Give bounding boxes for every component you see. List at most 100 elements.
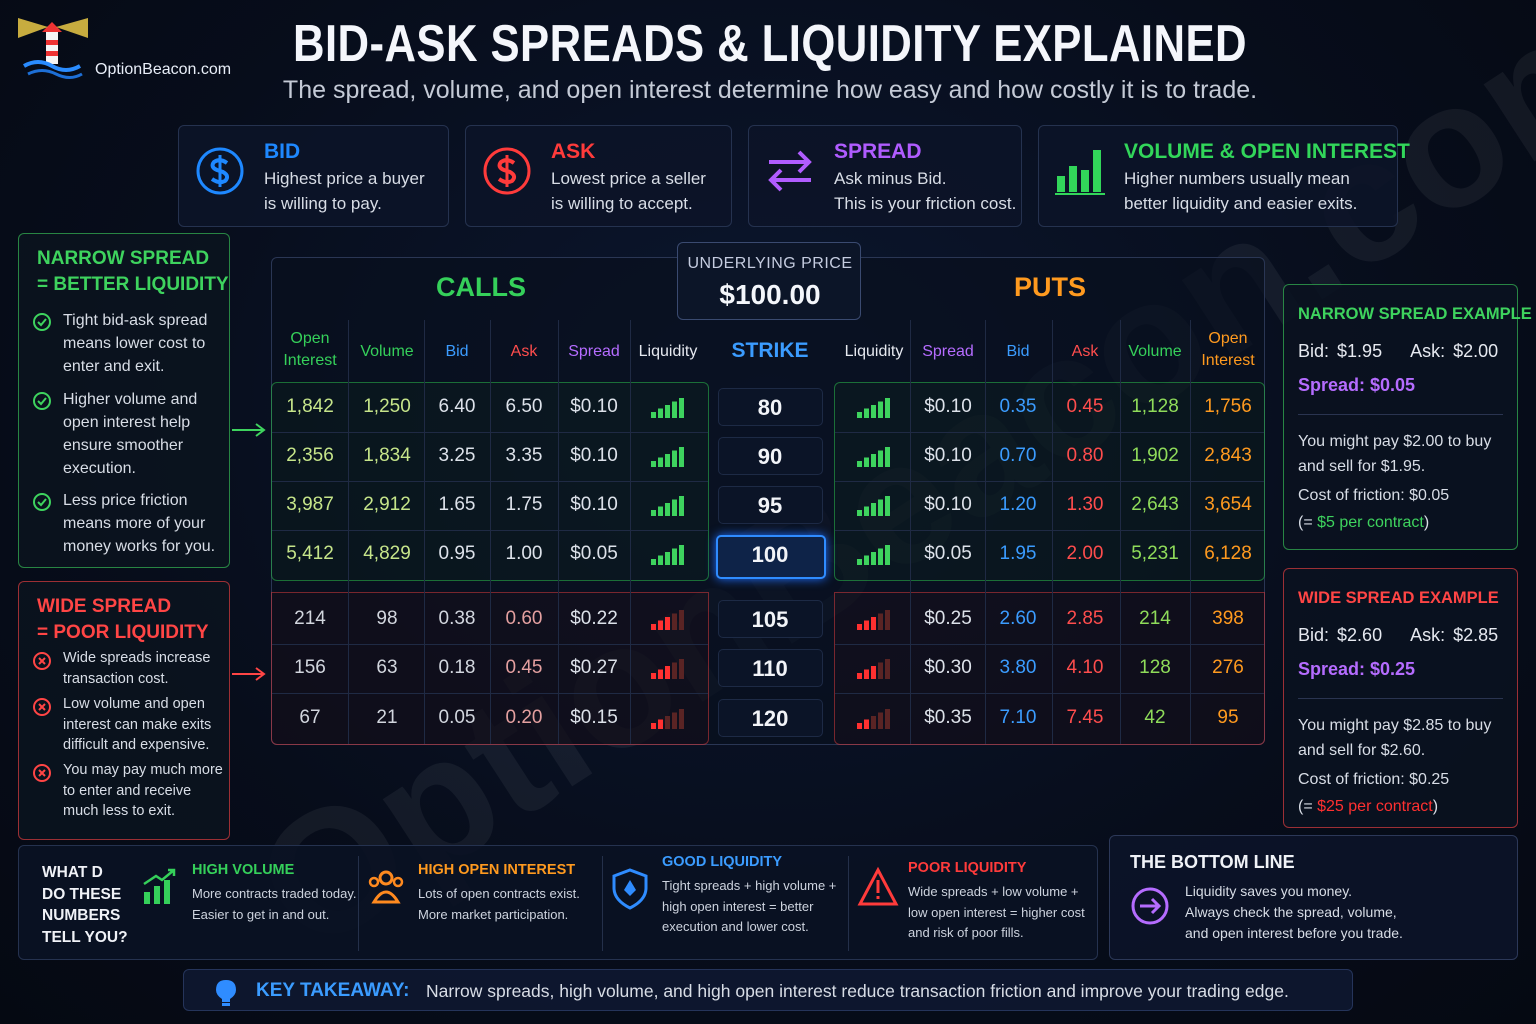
icon-shape — [665, 715, 670, 729]
column-header: Volume — [1128, 343, 1182, 360]
example-text: and sell for $2.60. — [1298, 742, 1426, 759]
icon-shape — [651, 722, 656, 729]
example-panel: WIDE SPREAD EXAMPLE Bid: $2.60 Ask: $2.85 Spr… — [1283, 568, 1518, 828]
icon-shape — [483, 147, 531, 195]
underlying-label: UNDERLYING PRICE — [687, 255, 853, 272]
cell: 6.50 — [505, 396, 543, 417]
example-panel: NARROW SPREAD EXAMPLE Bid: $1.95 Ask: $2.00 S… — [1283, 284, 1532, 550]
icon-shape — [878, 662, 883, 680]
example-note: (= $25 per contract) — [1298, 798, 1438, 816]
cell: 3.35 — [505, 445, 543, 466]
liquidity-bars — [857, 545, 890, 565]
liquidity-bars — [651, 398, 684, 418]
icon-shape — [371, 890, 401, 904]
strike-cell — [718, 437, 823, 475]
icon-shape — [651, 673, 656, 680]
liquidity-bars — [651, 447, 684, 467]
card-title: VOLUME & OPEN INTEREST — [1124, 140, 1410, 163]
icon-shape — [33, 313, 51, 331]
bullet-icon — [33, 313, 51, 331]
column-header: Open Interest — [283, 330, 337, 369]
cell: 3.25 — [438, 445, 476, 466]
cell: 3,987 — [286, 494, 334, 515]
icon-shape — [871, 552, 876, 565]
cell: 5,412 — [286, 543, 334, 564]
icon-shape — [665, 617, 670, 630]
cell: 2.60 — [999, 608, 1037, 629]
card-icon — [196, 147, 244, 195]
card-text: is willing to pay. — [264, 194, 382, 213]
brand: OptionBeacon.com — [95, 61, 232, 78]
icon-shape — [857, 559, 862, 565]
icon-shape — [651, 412, 656, 418]
icon-shape — [871, 666, 876, 680]
panel-item: Less price friction means more of your m… — [63, 492, 216, 555]
arrow-icon — [1131, 887, 1169, 925]
card-text: Ask minus Bid. — [834, 169, 947, 188]
strike-value: 95 — [757, 493, 783, 518]
card-icon — [483, 147, 531, 195]
cell: 0.95 — [438, 543, 476, 564]
cell: 5,231 — [1131, 543, 1179, 564]
cell: $0.27 — [570, 657, 618, 679]
item-text: and risk of poor fills. — [908, 925, 1024, 940]
card-text: better liquidity and easier exits. — [1124, 194, 1358, 213]
column-header: Ask — [510, 343, 538, 360]
icon-shape — [679, 447, 684, 467]
card-title: ASK — [551, 140, 596, 163]
liquidity-bars — [857, 447, 890, 467]
strike-value: 90 — [757, 444, 783, 469]
icon-shape — [672, 401, 677, 418]
cell: $0.10 — [570, 396, 618, 417]
note-part: (= — [1298, 514, 1318, 531]
cell: 4.10 — [1066, 657, 1104, 679]
cell: 1.65 — [438, 494, 476, 515]
item-divider — [602, 856, 603, 951]
example-spread: Spread: $0.05 — [1298, 375, 1416, 395]
bullet-icon — [33, 392, 51, 410]
example-note: (= $5 per contract) — [1298, 514, 1429, 532]
cell: $0.05 — [570, 543, 618, 564]
card-text: Higher numbers usually mean — [1124, 169, 1350, 188]
icon-shape — [876, 880, 880, 893]
icon-shape — [665, 454, 670, 467]
puts-title: PUTS — [1013, 272, 1086, 302]
row-divider — [272, 529, 708, 531]
row-divider — [835, 643, 1264, 645]
strike-cell — [718, 698, 823, 737]
item-divider — [848, 856, 849, 951]
cell: 42 — [1144, 706, 1166, 728]
icon-shape — [33, 392, 51, 410]
item-text: Tight spreads + high volume + — [662, 878, 837, 893]
item-text: Easier to get in and out. — [192, 906, 330, 922]
underlying-box: UNDERLYING PRICE $100.00 — [677, 242, 861, 320]
icon-shape — [672, 499, 677, 516]
cell: 0.18 — [438, 657, 476, 679]
bottom-line-panel: THE BOTTOM LINE Liquidity saves you money… — [1109, 835, 1518, 960]
cell: $0.05 — [924, 543, 972, 564]
icon-shape — [37, 498, 47, 507]
icon-shape — [878, 613, 883, 630]
note-part: (= — [1298, 798, 1318, 815]
column-header: Liquidity — [844, 343, 904, 360]
icon-shape — [672, 450, 677, 467]
icon-shape — [46, 51, 58, 56]
cell: 1.20 — [999, 494, 1037, 515]
cell: 95 — [1217, 706, 1239, 728]
column-header: Liquidity — [638, 343, 698, 360]
example-divider — [1298, 414, 1503, 415]
icon-shape — [651, 461, 656, 467]
icon-shape — [38, 703, 46, 711]
cell: 67 — [299, 706, 321, 728]
icon-shape — [33, 493, 51, 511]
strike-value: 110 — [752, 656, 788, 682]
icon-shape — [871, 405, 876, 418]
cell: 1,902 — [1131, 445, 1179, 466]
icon-shape — [658, 620, 663, 630]
column-divider — [1052, 320, 1053, 744]
icon-shape — [864, 408, 869, 418]
key-takeaway-label: KEY TAKEAWAY: — [256, 980, 410, 1001]
cell: 128 — [1139, 657, 1171, 679]
icon-shape — [672, 662, 677, 680]
card-title: SPREAD — [834, 140, 922, 163]
